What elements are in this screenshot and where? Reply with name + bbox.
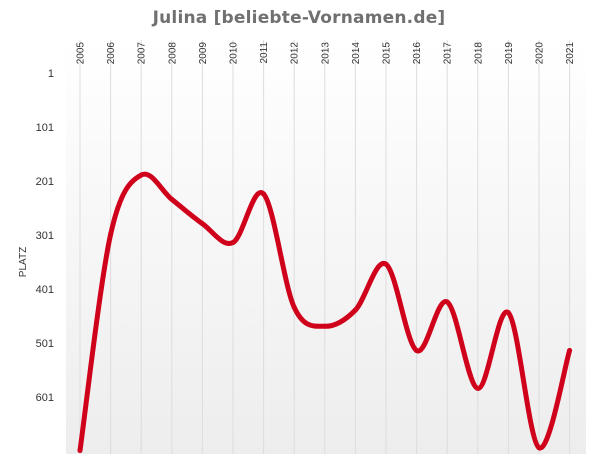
y-tick-label: 201 bbox=[36, 176, 54, 188]
x-tick-label: 2009 bbox=[198, 42, 209, 65]
data-point-2017 bbox=[444, 299, 450, 305]
x-tick-label: 2011 bbox=[259, 42, 270, 64]
data-point-2008 bbox=[169, 196, 175, 202]
y-tick-label: 1 bbox=[48, 68, 54, 80]
x-tick-label: 2021 bbox=[565, 42, 576, 65]
x-tick-label: 2018 bbox=[473, 42, 484, 65]
data-point-2016 bbox=[414, 348, 420, 354]
x-tick-label: 2017 bbox=[443, 42, 454, 65]
x-tick-label: 2014 bbox=[351, 42, 362, 65]
x-tick-label: 2007 bbox=[137, 42, 148, 65]
x-tick-label: 2006 bbox=[106, 42, 117, 65]
chart-title: Julina [beliebte-Vornamen.de] bbox=[152, 8, 446, 28]
x-tick-label: 2013 bbox=[320, 42, 331, 65]
data-point-2018 bbox=[475, 385, 481, 391]
y-axis-label: PLATZ bbox=[18, 247, 29, 277]
y-tick-label: 101 bbox=[36, 122, 54, 134]
y-tick-label: 401 bbox=[36, 284, 54, 296]
x-tick-label: 2010 bbox=[229, 42, 240, 65]
x-tick-label: 2005 bbox=[76, 42, 87, 65]
data-point-2007 bbox=[138, 172, 144, 178]
data-point-2020 bbox=[536, 445, 542, 451]
data-point-2009 bbox=[199, 221, 205, 227]
x-tick-label: 2012 bbox=[290, 42, 301, 65]
data-point-2014 bbox=[352, 307, 358, 313]
x-tick-label: 2008 bbox=[167, 42, 178, 65]
data-point-2011 bbox=[261, 191, 267, 197]
x-tick-label: 2019 bbox=[504, 42, 515, 65]
data-point-2019 bbox=[505, 310, 511, 316]
y-tick-label: 601 bbox=[36, 392, 54, 404]
data-point-2013 bbox=[322, 323, 328, 329]
data-point-2010 bbox=[230, 240, 236, 246]
data-point-2015 bbox=[383, 261, 389, 267]
series-line-0 bbox=[77, 171, 573, 453]
data-point-2021 bbox=[567, 348, 573, 354]
x-tick-label: 2020 bbox=[535, 42, 546, 65]
data-point-2005 bbox=[77, 447, 83, 453]
plot-background bbox=[66, 40, 586, 454]
data-point-2012 bbox=[291, 304, 297, 310]
y-tick-label: 301 bbox=[36, 230, 54, 242]
x-tick-label: 2015 bbox=[382, 42, 393, 65]
x-tick-label: 2016 bbox=[412, 42, 423, 65]
y-tick-label: 501 bbox=[36, 338, 54, 350]
data-point-2006 bbox=[108, 231, 114, 237]
